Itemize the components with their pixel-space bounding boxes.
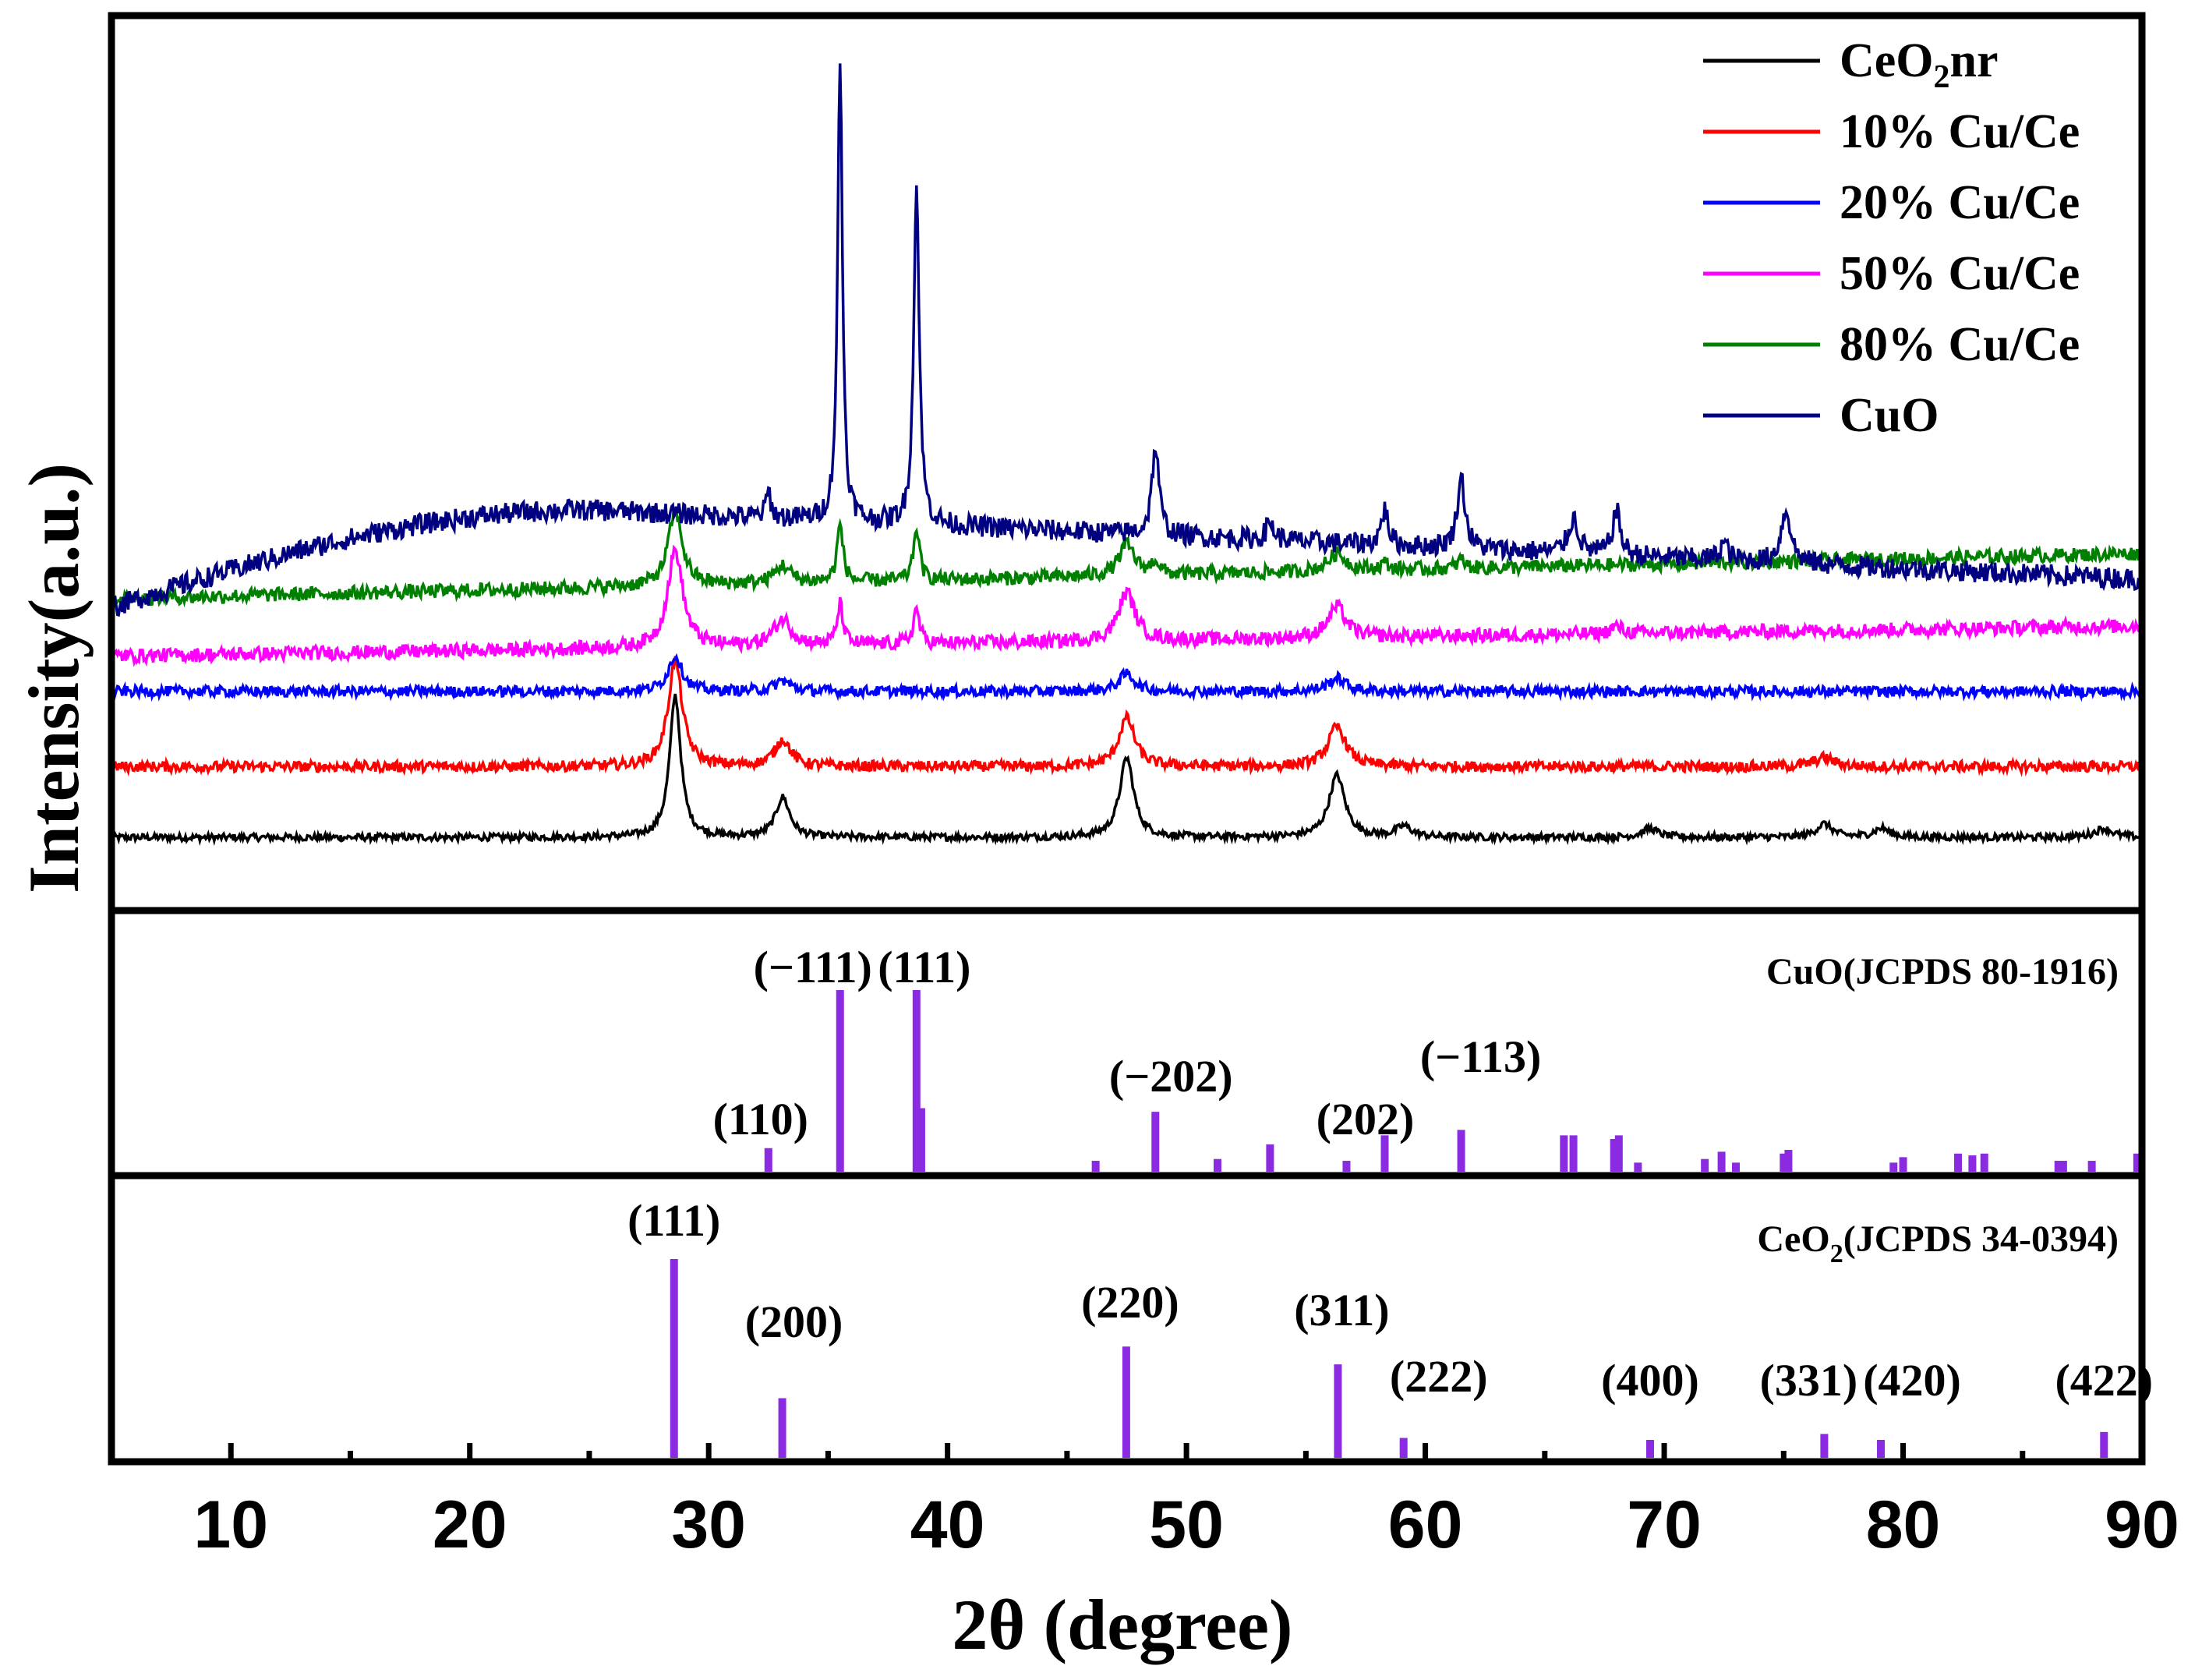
series-line-Cu50	[110, 544, 2144, 667]
legend-label-CeO2nr: CeO2nr	[1840, 34, 1999, 95]
legend-label-Cu80: 80% Cu/Ce	[1840, 318, 2080, 371]
x-tick-label-40: 40	[910, 1487, 985, 1562]
hkl-label-1-0: (111)	[627, 1195, 720, 1246]
ref-title-cuo: CuO(JCPDS 80-1916)	[1766, 951, 2119, 992]
hkl-label-0-4: (202)	[1317, 1094, 1415, 1144]
hkl-label-0-5: (−113)	[1420, 1031, 1541, 1082]
diffraction-patterns	[110, 63, 2144, 847]
series-line-CeO2nr	[110, 693, 2144, 847]
hkl-label-1-8: (422)	[2055, 1355, 2153, 1406]
x-axis-title: 2θ (degree)	[952, 1585, 1292, 1664]
hkl-label-0-3: (−202)	[1109, 1051, 1233, 1102]
series-line-Cu10	[110, 656, 2144, 777]
x-axis-ticks: 10 20 30 40 50 60 70 80 90	[108, 1443, 2179, 1562]
x-tick-label-30: 30	[671, 1487, 746, 1562]
legend-label-Cu50: 50% Cu/Ce	[1840, 247, 2080, 300]
hkl-label-1-7: (420)	[1863, 1355, 1961, 1406]
hkl-label-1-3: (311)	[1294, 1285, 1389, 1335]
legend-label-Cu20: 20% Cu/Ce	[1840, 176, 2080, 229]
x-tick-label-70: 70	[1627, 1487, 1702, 1562]
hkl-label-1-2: (220)	[1081, 1277, 1179, 1328]
legend-label-Cu10: 10% Cu/Ce	[1840, 105, 2080, 158]
hkl-label-1-6: (331)	[1760, 1355, 1858, 1406]
hkl-label-0-0: (110)	[713, 1094, 808, 1144]
legend: CeO2nr 10% Cu/Ce 20% Cu/Ce 50% Cu/Ce 80% Cu/…	[1703, 34, 2080, 442]
hkl-label-1-4: (222)	[1390, 1351, 1488, 1402]
ref-title-ceo2: CeO2(JCPDS 34-0394)	[1757, 1218, 2119, 1268]
hkl-label-1-1: (200)	[745, 1296, 843, 1347]
series-line-CuO	[110, 63, 2144, 617]
hkl-labels: (110)(−111) (111)(−202)(202)(−113)(111)(2…	[627, 942, 2153, 1406]
series-line-Cu20	[111, 653, 2144, 702]
hkl-label-0-1: (−111)	[754, 942, 872, 992]
x-tick-label-60: 60	[1388, 1487, 1463, 1562]
plot-frame	[108, 12, 2146, 1466]
x-tick-label-20: 20	[433, 1487, 507, 1562]
reference-sticks	[670, 990, 2141, 1458]
x-tick-label-10: 10	[193, 1487, 268, 1562]
x-tick-label-80: 80	[1866, 1487, 1941, 1562]
hkl-label-0-2: (111)	[878, 942, 970, 992]
x-tick-label-50: 50	[1149, 1487, 1224, 1562]
legend-label-CuO: CuO	[1840, 389, 1939, 442]
y-axis-title: Intensity(a.u.)	[14, 463, 94, 893]
x-tick-label-90: 90	[2105, 1487, 2179, 1562]
hkl-label-1-5: (400)	[1601, 1355, 1699, 1406]
